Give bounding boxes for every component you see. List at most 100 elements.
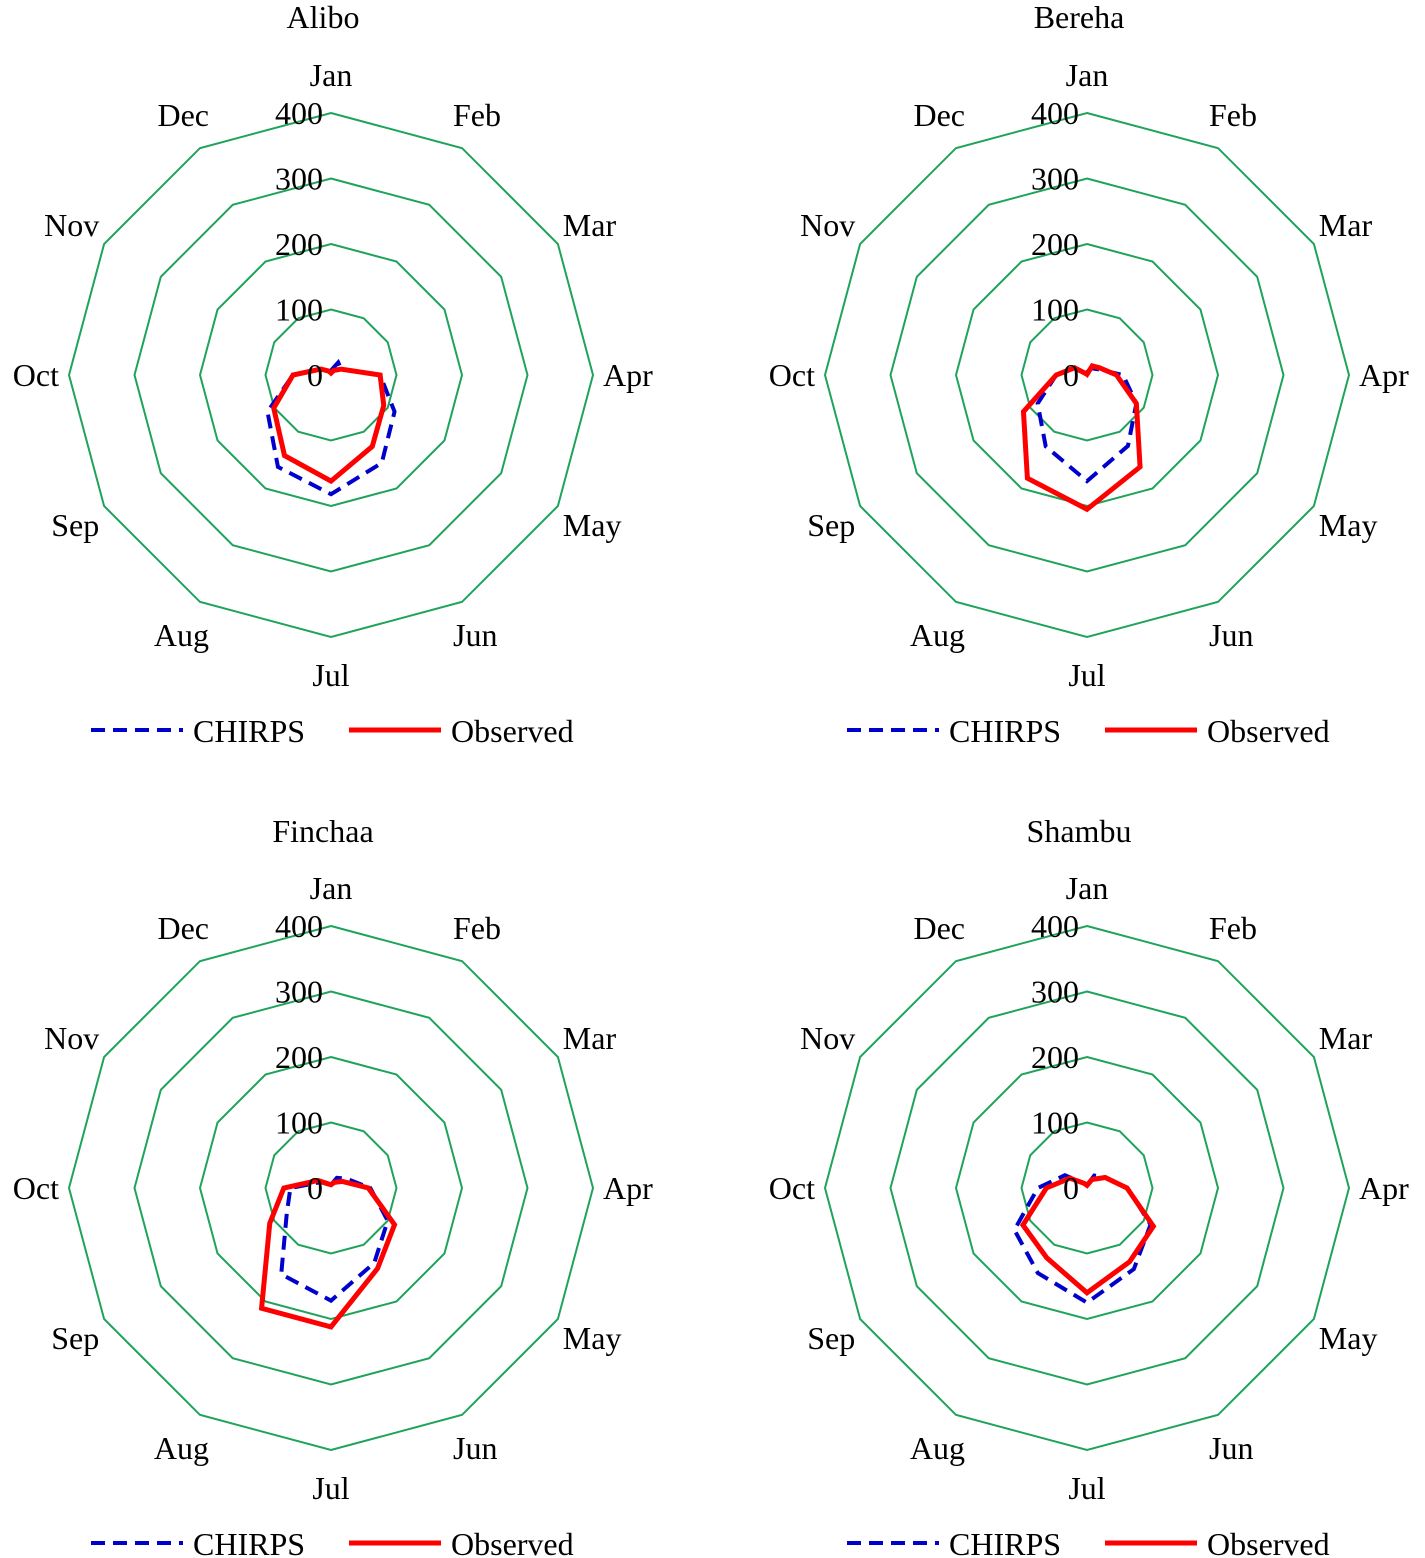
category-label-dec: Dec	[913, 910, 965, 946]
radial-tick-label: 0	[307, 357, 323, 393]
grid-ring-100	[264, 1121, 398, 1255]
category-label-dec: Dec	[913, 97, 965, 133]
grid-ring-100	[264, 308, 398, 442]
radial-tick-label: 400	[275, 908, 323, 944]
category-label-apr: Apr	[1359, 1170, 1409, 1206]
category-label-apr: Apr	[603, 357, 653, 393]
radial-tick-label: 400	[275, 95, 323, 131]
category-label-mar: Mar	[563, 1020, 617, 1056]
category-label-feb: Feb	[453, 97, 501, 133]
category-label-nov: Nov	[800, 1020, 855, 1056]
radial-tick-label: 0	[1063, 357, 1079, 393]
category-label-may: May	[1319, 507, 1378, 543]
chart-title: Bereha	[1034, 0, 1125, 35]
category-label-sep: Sep	[51, 507, 99, 543]
grid-ring-100	[1020, 308, 1154, 442]
grid-ring-300	[133, 990, 529, 1386]
grid-ring-200	[954, 1055, 1220, 1321]
radial-tick-label: 0	[1063, 1170, 1079, 1206]
category-label-jul: Jul	[1068, 1470, 1105, 1506]
category-label-feb: Feb	[1209, 910, 1257, 946]
legend-label-chirps: CHIRPS	[949, 713, 1061, 749]
radial-tick-label: 200	[1031, 1039, 1079, 1075]
category-label-nov: Nov	[44, 207, 99, 243]
radial-tick-label: 400	[1031, 95, 1079, 131]
category-label-oct: Oct	[13, 1170, 59, 1206]
category-label-dec: Dec	[157, 97, 209, 133]
series-observed-line	[1020, 363, 1143, 513]
category-label-feb: Feb	[1209, 97, 1257, 133]
series-observed-line	[271, 366, 387, 485]
category-label-jan: Jan	[1066, 57, 1109, 93]
category-label-may: May	[563, 1320, 622, 1356]
category-label-jun: Jun	[1209, 617, 1253, 653]
legend-label-observed: Observed	[451, 1526, 574, 1558]
category-label-jun: Jun	[453, 617, 497, 653]
category-label-may: May	[1319, 1320, 1378, 1356]
radial-tick-label: 0	[307, 1170, 323, 1206]
category-label-may: May	[563, 507, 622, 543]
category-label-mar: Mar	[563, 207, 617, 243]
legend-label-chirps: CHIRPS	[193, 713, 305, 749]
radial-tick-label: 100	[1031, 292, 1079, 328]
grid-ring-400	[823, 924, 1351, 1452]
category-label-aug: Aug	[910, 1430, 965, 1466]
radial-tick-label: 100	[275, 1105, 323, 1141]
series-observed-line	[1019, 1174, 1157, 1296]
radial-tick-label: 300	[1031, 974, 1079, 1010]
legend: CHIRPS Observed	[91, 713, 574, 749]
category-label-aug: Aug	[154, 617, 209, 653]
legend-label-chirps: CHIRPS	[193, 1526, 305, 1558]
radial-tick-label: 100	[275, 292, 323, 328]
grid-ring-400	[823, 111, 1351, 639]
category-label-oct: Oct	[13, 357, 59, 393]
category-label-oct: Oct	[769, 1170, 815, 1206]
grid-ring-200	[198, 1055, 464, 1321]
grid-ring-400	[67, 111, 595, 639]
category-label-jul: Jul	[1068, 657, 1105, 693]
radial-tick-label: 200	[1031, 226, 1079, 262]
category-label-jul: Jul	[312, 1470, 349, 1506]
chart-title: Shambu	[1027, 813, 1132, 849]
legend-label-chirps: CHIRPS	[949, 1526, 1061, 1558]
legend-label-observed: Observed	[1207, 713, 1330, 749]
radial-tick-label: 200	[275, 226, 323, 262]
grid-ring-400	[67, 924, 595, 1452]
category-label-aug: Aug	[154, 1430, 209, 1466]
category-label-feb: Feb	[453, 910, 501, 946]
category-label-jan: Jan	[310, 870, 353, 906]
category-label-mar: Mar	[1319, 207, 1373, 243]
category-label-nov: Nov	[800, 207, 855, 243]
legend: CHIRPS Observed	[847, 713, 1330, 749]
category-label-oct: Oct	[769, 357, 815, 393]
category-label-jun: Jun	[1209, 1430, 1253, 1466]
radial-tick-label: 300	[275, 974, 323, 1010]
grid-ring-200	[954, 242, 1220, 508]
grid-ring-300	[889, 990, 1285, 1386]
chart-title: Alibo	[287, 0, 360, 35]
radial-tick-label: 300	[1031, 161, 1079, 197]
radial-tick-label: 400	[1031, 908, 1079, 944]
category-label-jan: Jan	[310, 57, 353, 93]
category-label-jul: Jul	[312, 657, 349, 693]
chart-title: Finchaa	[272, 813, 373, 849]
grid-ring-100	[1020, 1121, 1154, 1255]
category-label-apr: Apr	[603, 1170, 653, 1206]
category-label-sep: Sep	[51, 1320, 99, 1356]
radial-tick-label: 300	[275, 161, 323, 197]
category-label-dec: Dec	[157, 910, 209, 946]
radial-tick-label: 100	[1031, 1105, 1079, 1141]
series-observed-line	[258, 1177, 398, 1330]
radial-tick-label: 200	[275, 1039, 323, 1075]
category-label-mar: Mar	[1319, 1020, 1373, 1056]
category-label-sep: Sep	[807, 507, 855, 543]
grid-ring-200	[198, 242, 464, 508]
legend: CHIRPS Observed	[91, 1526, 574, 1558]
category-label-jun: Jun	[453, 1430, 497, 1466]
category-label-apr: Apr	[1359, 357, 1409, 393]
